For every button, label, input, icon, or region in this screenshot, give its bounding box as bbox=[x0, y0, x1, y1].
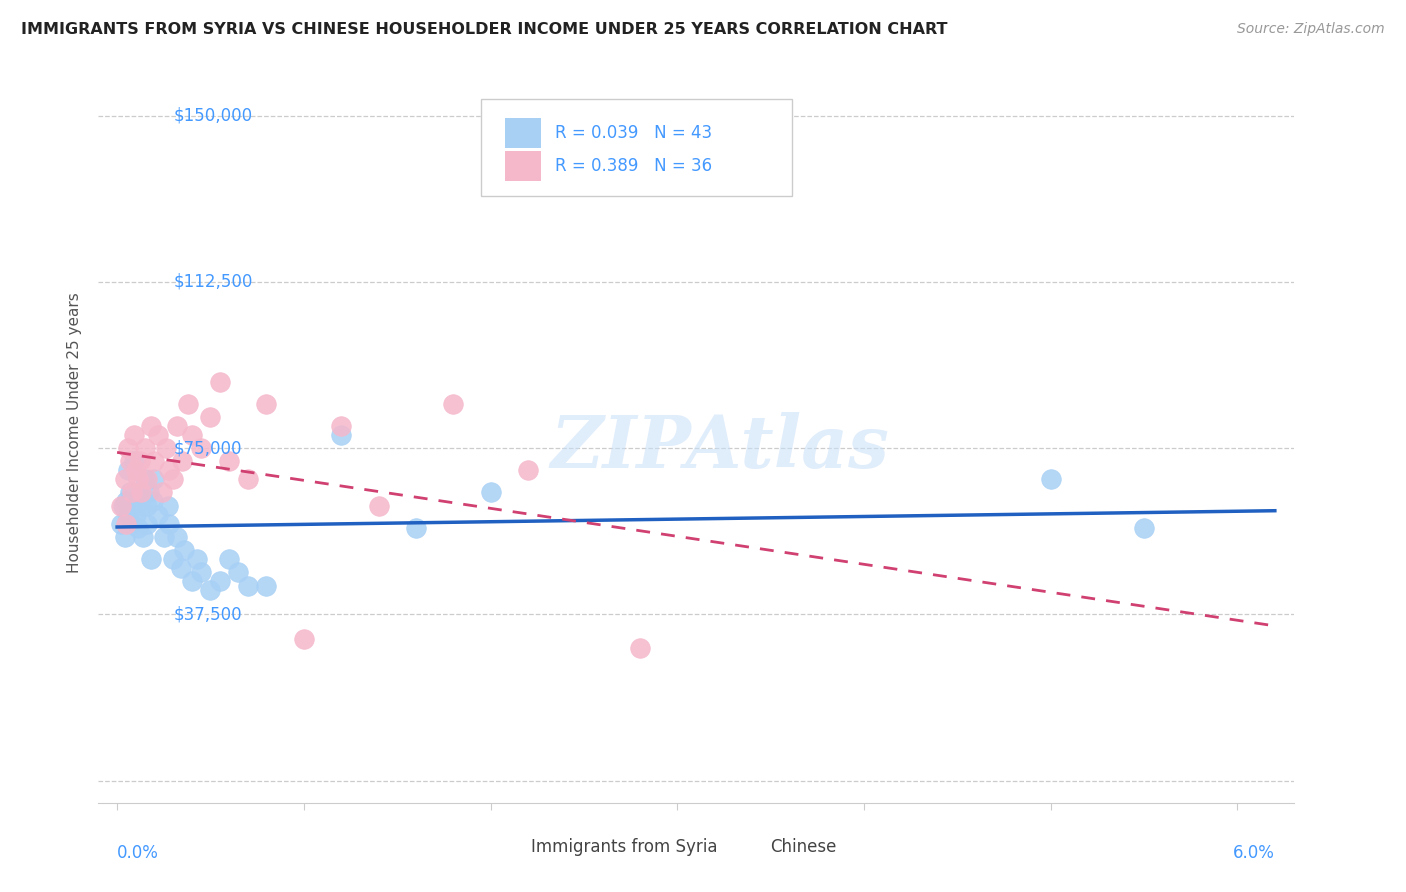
Point bbox=[155, 441, 177, 455]
Point bbox=[120, 454, 142, 468]
Point bbox=[121, 485, 143, 500]
Text: $150,000: $150,000 bbox=[174, 107, 253, 125]
Text: R = 0.389   N = 36: R = 0.389 N = 36 bbox=[555, 157, 711, 175]
Point bbox=[166, 530, 188, 544]
Point bbox=[441, 397, 464, 411]
FancyBboxPatch shape bbox=[505, 152, 541, 181]
Point bbox=[134, 472, 156, 486]
Point bbox=[405, 521, 427, 535]
Point bbox=[122, 427, 145, 442]
Point bbox=[128, 490, 150, 504]
Point bbox=[143, 454, 166, 468]
Point bbox=[136, 516, 159, 531]
Point bbox=[125, 463, 148, 477]
Text: Immigrants from Syria: Immigrants from Syria bbox=[531, 838, 717, 856]
Point bbox=[218, 454, 240, 468]
Point bbox=[131, 485, 153, 500]
Text: ZIPAtlas: ZIPAtlas bbox=[551, 412, 889, 483]
Text: $112,500: $112,500 bbox=[174, 273, 253, 291]
Point bbox=[114, 530, 136, 544]
Point bbox=[117, 508, 139, 522]
Point bbox=[190, 566, 212, 580]
Point bbox=[367, 499, 389, 513]
Point bbox=[139, 419, 162, 434]
Point bbox=[292, 632, 315, 646]
Point bbox=[157, 463, 180, 477]
Point bbox=[236, 578, 259, 592]
FancyBboxPatch shape bbox=[733, 836, 762, 858]
Text: R = 0.039   N = 43: R = 0.039 N = 43 bbox=[555, 124, 711, 142]
Point bbox=[122, 454, 145, 468]
Point bbox=[143, 472, 166, 486]
Point bbox=[156, 499, 179, 513]
Point bbox=[125, 508, 148, 522]
Point bbox=[128, 454, 150, 468]
Point bbox=[180, 574, 202, 588]
Point bbox=[200, 582, 222, 597]
Text: 6.0%: 6.0% bbox=[1233, 844, 1275, 862]
Point bbox=[256, 397, 278, 411]
Point bbox=[479, 485, 502, 500]
Point bbox=[142, 494, 165, 508]
Point bbox=[177, 397, 200, 411]
Point bbox=[162, 472, 184, 486]
Point bbox=[127, 472, 149, 486]
Point bbox=[169, 561, 191, 575]
Point bbox=[132, 530, 155, 544]
Text: 0.0%: 0.0% bbox=[117, 844, 159, 862]
Point bbox=[190, 441, 212, 455]
Point bbox=[110, 516, 132, 531]
FancyBboxPatch shape bbox=[481, 99, 792, 195]
Point bbox=[628, 640, 651, 655]
Point bbox=[127, 521, 149, 535]
Point bbox=[236, 472, 259, 486]
Point bbox=[208, 375, 231, 389]
Point bbox=[208, 574, 231, 588]
Point bbox=[138, 485, 160, 500]
Point bbox=[114, 472, 136, 486]
Point bbox=[200, 410, 222, 425]
Point bbox=[131, 499, 153, 513]
Point bbox=[330, 419, 353, 434]
Text: $37,500: $37,500 bbox=[174, 606, 242, 624]
FancyBboxPatch shape bbox=[494, 836, 523, 858]
Point bbox=[150, 485, 173, 500]
FancyBboxPatch shape bbox=[505, 118, 541, 147]
Point bbox=[157, 516, 180, 531]
Point bbox=[111, 499, 134, 513]
Point bbox=[115, 494, 138, 508]
Point bbox=[180, 427, 202, 442]
Point bbox=[148, 427, 170, 442]
Point bbox=[115, 516, 138, 531]
Point bbox=[186, 552, 208, 566]
Point bbox=[120, 485, 142, 500]
Text: Chinese: Chinese bbox=[770, 838, 837, 856]
Point bbox=[139, 552, 162, 566]
Point bbox=[173, 543, 195, 558]
Point bbox=[110, 499, 132, 513]
Point bbox=[256, 578, 278, 592]
Point bbox=[172, 454, 194, 468]
Point bbox=[162, 552, 184, 566]
Point bbox=[1039, 472, 1062, 486]
Text: IMMIGRANTS FROM SYRIA VS CHINESE HOUSEHOLDER INCOME UNDER 25 YEARS CORRELATION C: IMMIGRANTS FROM SYRIA VS CHINESE HOUSEHO… bbox=[21, 22, 948, 37]
Point bbox=[1133, 521, 1156, 535]
Point bbox=[152, 530, 174, 544]
Point bbox=[136, 472, 159, 486]
Text: $75,000: $75,000 bbox=[174, 439, 242, 457]
Point bbox=[166, 419, 188, 434]
Point bbox=[117, 463, 139, 477]
Point bbox=[218, 552, 240, 566]
Text: Source: ZipAtlas.com: Source: ZipAtlas.com bbox=[1237, 22, 1385, 37]
Point bbox=[228, 566, 250, 580]
Point bbox=[117, 441, 139, 455]
Point bbox=[121, 516, 143, 531]
Point bbox=[516, 463, 538, 477]
Point bbox=[148, 508, 170, 522]
Point bbox=[134, 441, 156, 455]
Y-axis label: Householder Income Under 25 years: Householder Income Under 25 years bbox=[67, 293, 83, 573]
Point bbox=[136, 499, 159, 513]
Point bbox=[330, 427, 353, 442]
